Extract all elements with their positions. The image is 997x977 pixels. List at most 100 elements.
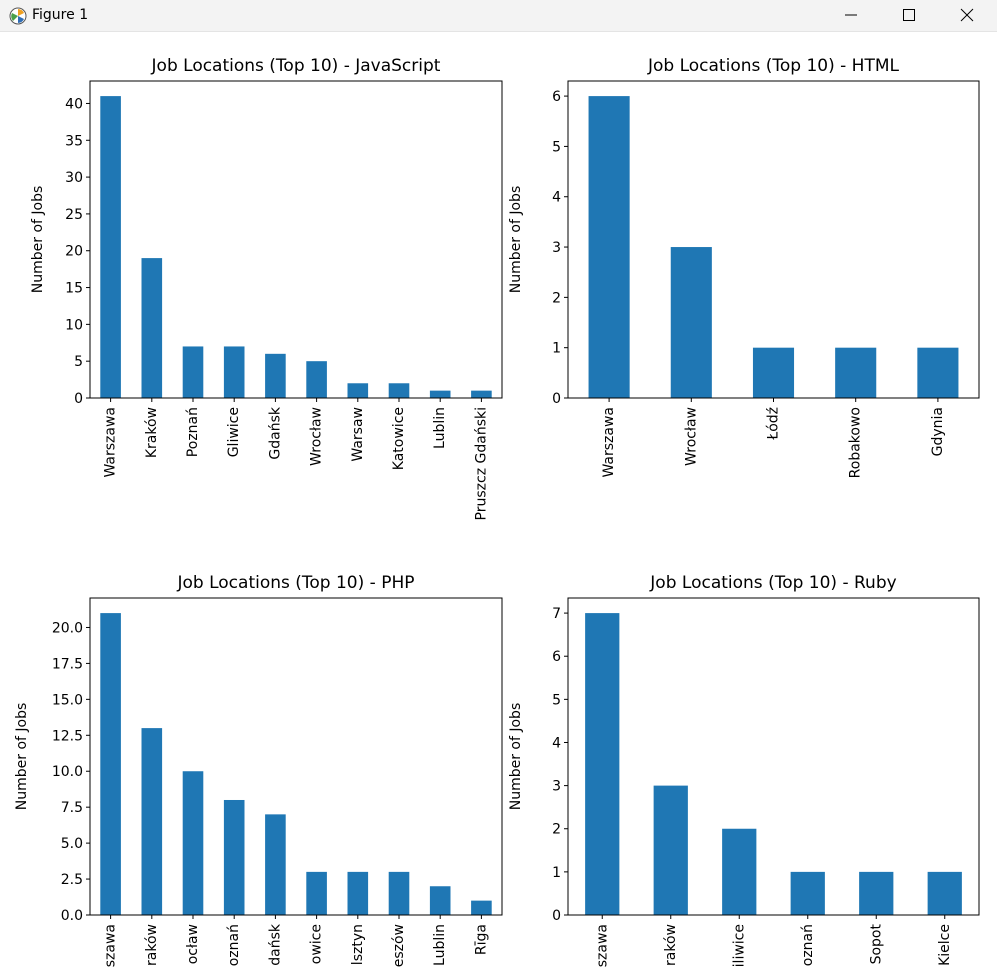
bar-4 (223, 799, 245, 915)
axes-frame (89, 80, 503, 399)
x-tick-label: iliwice (731, 924, 747, 967)
bar-1 (585, 613, 620, 915)
close-icon (960, 8, 974, 22)
x-tick-label: Łódź (766, 407, 782, 441)
maximize-button[interactable] (886, 0, 932, 31)
bar-6 (306, 361, 327, 398)
y-tick-label: 35 (65, 133, 83, 149)
y-tick-label: 5.0 (61, 836, 83, 852)
x-tick-label: Rīga (473, 924, 489, 955)
x-tick-label: lsztyn (350, 924, 366, 965)
bar-7 (347, 871, 369, 915)
bar-8 (388, 871, 410, 915)
bar-2 (141, 258, 163, 398)
bar-10 (471, 390, 492, 398)
bar-1 (588, 96, 630, 398)
x-tick-label: Lublin (432, 407, 448, 449)
chart-panel-2: 0 1 2 3 4 5 6 Warszawa Wrocław Łódź Robakowo Gdynia… (508, 56, 980, 478)
y-tick-label: 0 (74, 391, 83, 407)
y-tick-label: 4 (552, 735, 561, 751)
y-tick-label: 20.0 (52, 620, 83, 636)
bar-1 (100, 613, 121, 915)
x-tick-label: Wrocław (683, 407, 699, 466)
chart-panel-3: 0.0 2.5 5.0 7.5 10.0 12.5 15.0 17.5 20.0 szawa rak… (14, 573, 503, 967)
y-tick-label: 5 (552, 139, 561, 155)
window-titlebar: Figure 1 (0, 0, 997, 32)
bar-1 (100, 96, 121, 398)
bar-6 (927, 871, 962, 915)
bar-4 (223, 346, 245, 398)
bar-2 (141, 728, 163, 915)
bar-9 (429, 390, 451, 398)
y-tick-label: 10.0 (52, 764, 83, 780)
bar-5 (917, 347, 959, 398)
chart-title: Job Locations (Top 10) - Ruby (649, 573, 896, 593)
chart-title: Job Locations (Top 10) - PHP (177, 573, 415, 593)
chart-title: Job Locations (Top 10) - JavaScript (151, 56, 441, 76)
y-tick-label: 1 (552, 341, 561, 357)
bar-9 (429, 886, 451, 915)
minimize-button[interactable] (828, 0, 874, 31)
bar-3 (182, 346, 204, 398)
close-button[interactable] (944, 0, 990, 31)
x-tick-label: oznań (800, 924, 816, 966)
y-axis-label: Number of Jobs (14, 703, 30, 811)
plot-area (568, 598, 979, 915)
x-tick-label: Kraków (144, 407, 160, 458)
y-tick-label: 30 (65, 170, 83, 186)
y-tick-label: 4 (552, 190, 561, 206)
x-tick-label: owice (309, 924, 325, 964)
window-title: Figure 1 (32, 7, 89, 23)
x-tick-label: Kielce (937, 924, 953, 966)
x-tick-label: szawa (103, 924, 119, 967)
y-axis-label: Number of Jobs (508, 703, 524, 811)
y-tick-label: 10 (65, 317, 83, 333)
bar-6 (306, 871, 327, 915)
y-tick-label: 40 (65, 96, 83, 112)
x-tick-label: Gdynia (930, 407, 946, 456)
x-tick-label: Gliwice (226, 407, 242, 457)
bar-3 (182, 771, 204, 915)
matplotlib-logo-icon (9, 7, 27, 25)
y-tick-label: 15.0 (52, 692, 83, 708)
axes-frame (567, 597, 980, 916)
maximize-icon (903, 9, 915, 21)
y-tick-label: 6 (552, 649, 561, 665)
x-tick-label: oznań (226, 924, 242, 966)
bar-7 (347, 383, 369, 398)
bar-3 (722, 828, 757, 915)
y-tick-label: 2 (552, 290, 561, 306)
y-tick-label: 0 (552, 391, 561, 407)
plot-area (568, 81, 979, 398)
y-tick-label: 20 (65, 244, 83, 260)
minimize-icon (845, 14, 857, 16)
bar-4 (835, 347, 877, 398)
y-tick-label: 25 (65, 207, 83, 223)
bar-2 (653, 785, 688, 915)
x-tick-label: eszów (391, 924, 407, 967)
bar-5 (859, 871, 894, 915)
chart-title: Job Locations (Top 10) - HTML (647, 56, 900, 76)
bar-2 (670, 247, 712, 398)
x-tick-label: Sopot (868, 924, 884, 965)
y-tick-label: 5 (74, 354, 83, 370)
x-tick-label: Pruszcz Gdański (473, 407, 489, 520)
y-axis-label: Number of Jobs (30, 186, 46, 294)
bar-3 (752, 347, 795, 398)
y-tick-label: 3 (552, 240, 561, 256)
x-tick-label: Wrocław (309, 407, 325, 466)
y-tick-label: 5 (552, 692, 561, 708)
y-tick-label: 6 (552, 89, 561, 105)
x-tick-label: Warsaw (350, 407, 366, 462)
x-tick-label: Warszawa (103, 407, 119, 478)
y-tick-label: 1 (552, 865, 561, 881)
chart-panel-4: 0 1 2 3 4 5 6 7 szawa raków iliwice oznań Sopot Kielc… (508, 573, 980, 967)
x-tick-label: Poznań (185, 407, 201, 457)
axes-frame (89, 597, 503, 916)
x-tick-label: szawa (594, 924, 610, 967)
y-axis-label: Number of Jobs (508, 186, 524, 294)
x-tick-label: dańsk (267, 923, 283, 966)
y-tick-label: 7 (552, 606, 561, 622)
x-tick-label: ocław (185, 924, 201, 964)
